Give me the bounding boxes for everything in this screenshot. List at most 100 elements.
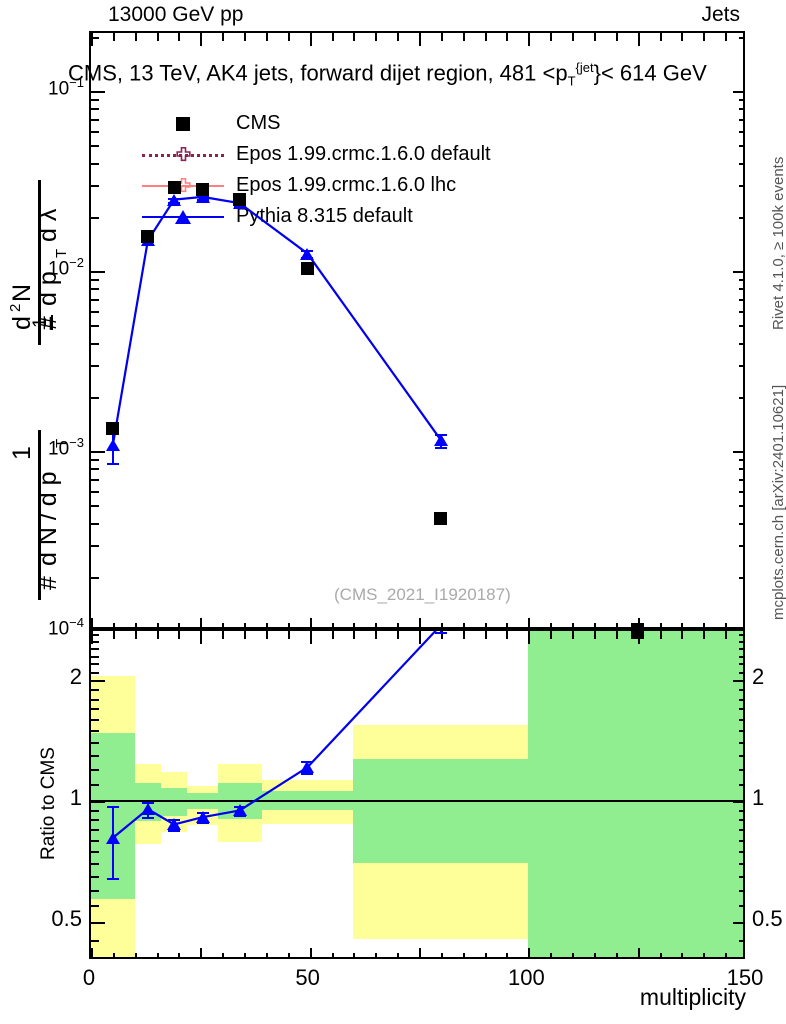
axis-tick bbox=[91, 325, 99, 328]
y-tick-label-main: 10−4 bbox=[20, 615, 84, 640]
legend-label-pythia: Pythia 8.315 default bbox=[236, 205, 413, 227]
axis-tick bbox=[484, 953, 487, 957]
y-tick-mantissa: 10 bbox=[48, 78, 70, 100]
axis-tick bbox=[637, 948, 640, 957]
ratio-point-pythia bbox=[232, 804, 247, 817]
error-bar-cap bbox=[434, 447, 447, 450]
axis-tick bbox=[91, 742, 99, 745]
axis-tick bbox=[440, 631, 443, 639]
axis-tick bbox=[91, 618, 93, 627]
axis-tick bbox=[550, 953, 553, 957]
axis-tick bbox=[550, 33, 553, 41]
axis-tick bbox=[397, 33, 400, 41]
data-point-cms bbox=[167, 181, 181, 195]
x-tick-label: 100 bbox=[507, 965, 545, 990]
square-marker-icon bbox=[176, 116, 190, 131]
axis-tick bbox=[739, 876, 743, 879]
legend-label-cms: CMS bbox=[236, 112, 281, 134]
legend-label-epos-default: Epos 1.99.crmc.1.6.0 default bbox=[236, 143, 491, 165]
axis-tick bbox=[91, 948, 93, 957]
error-bar-cap bbox=[106, 805, 119, 808]
ratio-point-pythia bbox=[300, 761, 315, 774]
axis-tick bbox=[91, 288, 99, 291]
axis-tick bbox=[550, 623, 553, 627]
analysis-watermark: (CMS_2021_I1920187) bbox=[334, 585, 511, 604]
axis-tick bbox=[739, 145, 743, 148]
axis-tick bbox=[134, 623, 137, 627]
axis-tick bbox=[739, 342, 743, 345]
axis-tick bbox=[353, 631, 356, 639]
axis-tick bbox=[739, 505, 743, 508]
axis-tick bbox=[739, 810, 743, 813]
axis-tick bbox=[287, 631, 290, 639]
axis-tick bbox=[462, 33, 465, 41]
main-plot-panel bbox=[89, 31, 745, 629]
axis-tick bbox=[91, 784, 99, 787]
y-tick-label-ratio: 0.5 bbox=[752, 906, 783, 932]
plot-title-pre: CMS, 13 TeV, AK4 jets, forward dijet reg… bbox=[68, 60, 568, 86]
axis-tick bbox=[91, 342, 99, 345]
y-tick-label-main: 10−2 bbox=[20, 255, 84, 280]
y-tick-mantissa: 10 bbox=[48, 618, 70, 640]
axis-tick bbox=[112, 33, 115, 41]
axis-tick bbox=[659, 33, 662, 41]
axis-tick bbox=[739, 634, 743, 637]
axis-tick bbox=[593, 623, 596, 627]
axis-tick bbox=[739, 130, 743, 133]
data-point-cms bbox=[233, 192, 247, 206]
axis-tick bbox=[739, 769, 743, 772]
cross-marker-icon bbox=[176, 146, 191, 161]
axis-tick bbox=[91, 829, 99, 832]
axis-tick bbox=[91, 648, 99, 651]
y-tick-label-main: 10−3 bbox=[20, 435, 84, 460]
axis-tick bbox=[353, 953, 356, 957]
axis-tick bbox=[733, 680, 743, 683]
axis-tick bbox=[156, 623, 159, 627]
axis-tick bbox=[91, 130, 99, 133]
data-point-cms bbox=[300, 262, 314, 276]
axis-tick bbox=[91, 663, 99, 666]
axis-tick bbox=[659, 631, 662, 639]
axis-tick bbox=[91, 450, 105, 453]
axis-tick bbox=[91, 940, 99, 943]
axis-tick bbox=[733, 922, 743, 925]
axis-tick bbox=[484, 33, 487, 41]
axis-tick bbox=[91, 108, 99, 111]
axis-tick bbox=[739, 840, 743, 843]
axis-tick bbox=[353, 33, 356, 41]
axis-tick bbox=[91, 396, 99, 399]
axis-tick bbox=[739, 819, 743, 822]
uncertainty-band-green bbox=[353, 759, 529, 864]
axis-tick bbox=[681, 631, 684, 639]
axis-tick bbox=[572, 33, 575, 41]
axis-tick bbox=[572, 631, 575, 639]
ratio-reference-line bbox=[91, 800, 743, 803]
dotted-line-icon bbox=[142, 153, 224, 157]
plot-title: CMS, 13 TeV, AK4 jets, forward dijet reg… bbox=[68, 60, 707, 89]
axis-tick bbox=[739, 288, 743, 291]
axis-tick bbox=[91, 310, 99, 313]
axis-tick bbox=[462, 623, 465, 627]
axis-tick bbox=[419, 618, 421, 627]
y-tick-label-main: 10−1 bbox=[20, 75, 84, 100]
axis-tick bbox=[178, 33, 181, 41]
axis-tick bbox=[287, 623, 290, 627]
axis-tick bbox=[287, 953, 290, 957]
axis-tick bbox=[134, 631, 137, 639]
legend-label-epos-lhc: Epos 1.99.crmc.1.6.0 lhc bbox=[236, 174, 457, 196]
axis-tick bbox=[91, 365, 99, 368]
axis-tick bbox=[659, 953, 662, 957]
axis-tick bbox=[659, 623, 662, 627]
legend-key-pythia bbox=[140, 207, 226, 227]
axis-tick bbox=[222, 623, 225, 627]
axis-tick bbox=[91, 655, 99, 658]
axis-tick bbox=[134, 33, 137, 41]
axis-tick bbox=[739, 655, 743, 658]
axis-tick bbox=[739, 490, 743, 493]
legend: CMS Epos 1.99.crmc.1.6.0 default Epos 1.… bbox=[140, 108, 491, 232]
error-bar-cap bbox=[141, 801, 154, 804]
data-point-cms bbox=[141, 230, 155, 244]
axis-tick bbox=[484, 631, 487, 639]
axis-tick bbox=[156, 33, 159, 41]
axis-tick bbox=[739, 719, 743, 722]
